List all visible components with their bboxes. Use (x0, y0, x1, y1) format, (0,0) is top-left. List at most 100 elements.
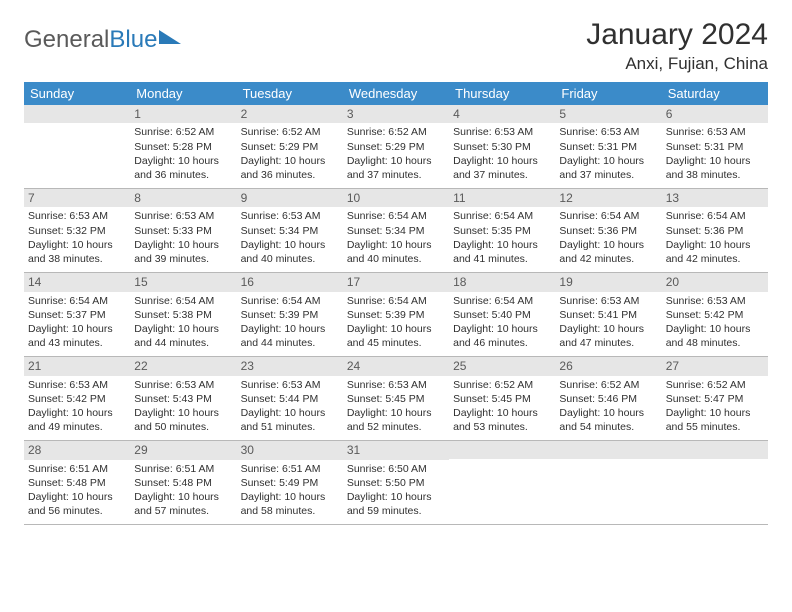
page-header: GeneralBlue January 2024 Anxi, Fujian, C… (24, 18, 768, 74)
brand-text: GeneralBlue (24, 26, 157, 54)
brand-triangle-icon (159, 30, 181, 44)
daylight-text: Daylight: 10 hours and 38 minutes. (666, 154, 764, 182)
day-body (449, 459, 555, 517)
sunrise-text: Sunrise: 6:53 AM (134, 378, 232, 392)
day-body: Sunrise: 6:54 AMSunset: 5:39 PMDaylight:… (237, 292, 343, 357)
calendar-cell: 28Sunrise: 6:51 AMSunset: 5:48 PMDayligh… (24, 441, 130, 525)
sunset-text: Sunset: 5:40 PM (453, 308, 551, 322)
daylight-text: Daylight: 10 hours and 46 minutes. (453, 322, 551, 350)
calendar-cell: 20Sunrise: 6:53 AMSunset: 5:42 PMDayligh… (662, 273, 768, 357)
day-body: Sunrise: 6:54 AMSunset: 5:34 PMDaylight:… (343, 207, 449, 272)
sunrise-text: Sunrise: 6:53 AM (28, 378, 126, 392)
day-body: Sunrise: 6:54 AMSunset: 5:37 PMDaylight:… (24, 292, 130, 357)
day-number: 31 (343, 441, 449, 459)
day-body: Sunrise: 6:51 AMSunset: 5:48 PMDaylight:… (24, 460, 130, 525)
calendar-table: SundayMondayTuesdayWednesdayThursdayFrid… (24, 82, 768, 525)
sunrise-text: Sunrise: 6:51 AM (241, 462, 339, 476)
sunset-text: Sunset: 5:28 PM (134, 140, 232, 154)
daylight-text: Daylight: 10 hours and 55 minutes. (666, 406, 764, 434)
calendar-cell-empty (662, 441, 768, 525)
sunrise-text: Sunrise: 6:54 AM (28, 294, 126, 308)
sunset-text: Sunset: 5:50 PM (347, 476, 445, 490)
day-number: 6 (662, 105, 768, 123)
day-body: Sunrise: 6:52 AMSunset: 5:29 PMDaylight:… (237, 123, 343, 188)
calendar-cell-empty (24, 105, 130, 189)
title-block: January 2024 Anxi, Fujian, China (586, 18, 768, 74)
daylight-text: Daylight: 10 hours and 45 minutes. (347, 322, 445, 350)
sunrise-text: Sunrise: 6:53 AM (666, 125, 764, 139)
day-number: 12 (555, 189, 661, 207)
daylight-text: Daylight: 10 hours and 36 minutes. (134, 154, 232, 182)
daylight-text: Daylight: 10 hours and 44 minutes. (241, 322, 339, 350)
day-body (662, 459, 768, 517)
calendar-cell: 7Sunrise: 6:53 AMSunset: 5:32 PMDaylight… (24, 189, 130, 273)
calendar-cell: 11Sunrise: 6:54 AMSunset: 5:35 PMDayligh… (449, 189, 555, 273)
day-number: 18 (449, 273, 555, 291)
day-body: Sunrise: 6:53 AMSunset: 5:43 PMDaylight:… (130, 376, 236, 441)
calendar-cell: 13Sunrise: 6:54 AMSunset: 5:36 PMDayligh… (662, 189, 768, 273)
day-number: 7 (24, 189, 130, 207)
day-number: 8 (130, 189, 236, 207)
day-number: 3 (343, 105, 449, 123)
sunset-text: Sunset: 5:32 PM (28, 224, 126, 238)
day-number: 22 (130, 357, 236, 375)
day-body: Sunrise: 6:54 AMSunset: 5:36 PMDaylight:… (662, 207, 768, 272)
sunset-text: Sunset: 5:48 PM (134, 476, 232, 490)
day-number: 2 (237, 105, 343, 123)
sunrise-text: Sunrise: 6:53 AM (559, 125, 657, 139)
sunset-text: Sunset: 5:29 PM (241, 140, 339, 154)
day-header-thursday: Thursday (449, 82, 555, 105)
sunset-text: Sunset: 5:33 PM (134, 224, 232, 238)
day-body: Sunrise: 6:52 AMSunset: 5:47 PMDaylight:… (662, 376, 768, 441)
daylight-text: Daylight: 10 hours and 53 minutes. (453, 406, 551, 434)
day-number: 27 (662, 357, 768, 375)
day-number: 13 (662, 189, 768, 207)
calendar-cell: 18Sunrise: 6:54 AMSunset: 5:40 PMDayligh… (449, 273, 555, 357)
sunset-text: Sunset: 5:45 PM (453, 392, 551, 406)
day-header-row: SundayMondayTuesdayWednesdayThursdayFrid… (24, 82, 768, 105)
calendar-cell: 31Sunrise: 6:50 AMSunset: 5:50 PMDayligh… (343, 441, 449, 525)
calendar-cell-empty (555, 441, 661, 525)
calendar-week: 28Sunrise: 6:51 AMSunset: 5:48 PMDayligh… (24, 441, 768, 525)
calendar-cell: 9Sunrise: 6:53 AMSunset: 5:34 PMDaylight… (237, 189, 343, 273)
day-body: Sunrise: 6:51 AMSunset: 5:49 PMDaylight:… (237, 460, 343, 525)
sunset-text: Sunset: 5:42 PM (666, 308, 764, 322)
daylight-text: Daylight: 10 hours and 39 minutes. (134, 238, 232, 266)
day-body: Sunrise: 6:53 AMSunset: 5:41 PMDaylight:… (555, 292, 661, 357)
day-number: 21 (24, 357, 130, 375)
day-number: 4 (449, 105, 555, 123)
calendar-cell: 6Sunrise: 6:53 AMSunset: 5:31 PMDaylight… (662, 105, 768, 189)
calendar-cell: 12Sunrise: 6:54 AMSunset: 5:36 PMDayligh… (555, 189, 661, 273)
day-number: 16 (237, 273, 343, 291)
daylight-text: Daylight: 10 hours and 40 minutes. (347, 238, 445, 266)
calendar-cell: 5Sunrise: 6:53 AMSunset: 5:31 PMDaylight… (555, 105, 661, 189)
calendar-cell: 14Sunrise: 6:54 AMSunset: 5:37 PMDayligh… (24, 273, 130, 357)
daylight-text: Daylight: 10 hours and 47 minutes. (559, 322, 657, 350)
calendar-cell: 4Sunrise: 6:53 AMSunset: 5:30 PMDaylight… (449, 105, 555, 189)
day-number: 25 (449, 357, 555, 375)
calendar-week: 21Sunrise: 6:53 AMSunset: 5:42 PMDayligh… (24, 357, 768, 441)
calendar-cell: 21Sunrise: 6:53 AMSunset: 5:42 PMDayligh… (24, 357, 130, 441)
day-body: Sunrise: 6:53 AMSunset: 5:34 PMDaylight:… (237, 207, 343, 272)
sunset-text: Sunset: 5:39 PM (241, 308, 339, 322)
sunrise-text: Sunrise: 6:53 AM (453, 125, 551, 139)
calendar-cell: 1Sunrise: 6:52 AMSunset: 5:28 PMDaylight… (130, 105, 236, 189)
day-number: 19 (555, 273, 661, 291)
day-number: 23 (237, 357, 343, 375)
daylight-text: Daylight: 10 hours and 57 minutes. (134, 490, 232, 518)
sunrise-text: Sunrise: 6:54 AM (347, 209, 445, 223)
day-number: 30 (237, 441, 343, 459)
day-body: Sunrise: 6:54 AMSunset: 5:39 PMDaylight:… (343, 292, 449, 357)
day-number: 15 (130, 273, 236, 291)
daylight-text: Daylight: 10 hours and 37 minutes. (453, 154, 551, 182)
daylight-text: Daylight: 10 hours and 59 minutes. (347, 490, 445, 518)
sunrise-text: Sunrise: 6:53 AM (559, 294, 657, 308)
sunset-text: Sunset: 5:34 PM (347, 224, 445, 238)
sunset-text: Sunset: 5:37 PM (28, 308, 126, 322)
day-number: 10 (343, 189, 449, 207)
sunrise-text: Sunrise: 6:52 AM (453, 378, 551, 392)
day-header-saturday: Saturday (662, 82, 768, 105)
day-body: Sunrise: 6:51 AMSunset: 5:48 PMDaylight:… (130, 460, 236, 525)
daylight-text: Daylight: 10 hours and 40 minutes. (241, 238, 339, 266)
location-text: Anxi, Fujian, China (586, 54, 768, 74)
